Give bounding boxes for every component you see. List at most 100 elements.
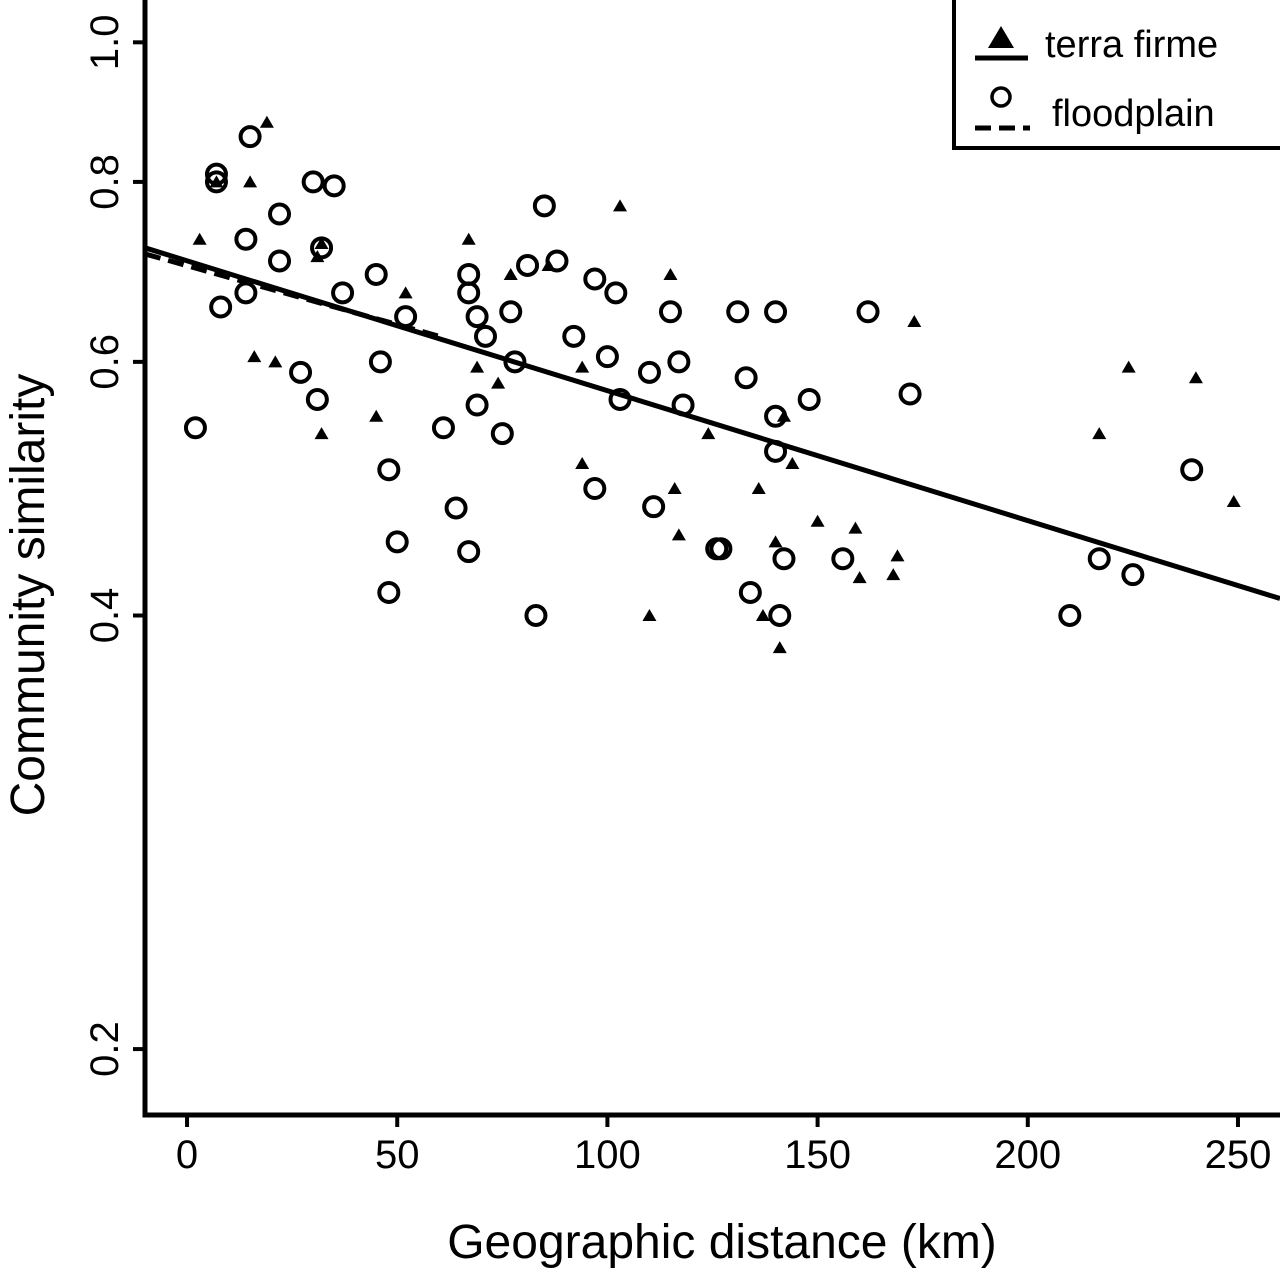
- point-floodplain: [457, 540, 481, 564]
- point-floodplain: [431, 416, 455, 440]
- point-floodplain: [331, 281, 355, 305]
- point-terra-firme: [852, 571, 867, 584]
- point-floodplain: [238, 125, 262, 149]
- x-tick-label: 100: [574, 1133, 641, 1177]
- point-terra-firme: [751, 482, 766, 495]
- point-floodplain: [364, 262, 388, 286]
- x-tick-label: 250: [1205, 1133, 1272, 1177]
- point-floodplain: [642, 495, 666, 519]
- plot-frame: [142, 0, 1280, 1118]
- point-terra-firme: [243, 175, 258, 188]
- point-floodplain: [310, 236, 334, 260]
- x-tick-label: 200: [994, 1133, 1061, 1177]
- point-terra-firme: [671, 528, 686, 541]
- point-floodplain: [667, 350, 691, 374]
- point-terra-firme: [785, 457, 800, 470]
- point-floodplain: [671, 393, 695, 417]
- point-terra-firme: [575, 457, 590, 470]
- point-terra-firme: [810, 514, 825, 527]
- point-terra-firme: [667, 482, 682, 495]
- point-floodplain: [204, 162, 228, 186]
- point-floodplain: [856, 300, 880, 324]
- fit-line-floodplain: [144, 251, 440, 339]
- point-floodplain: [583, 477, 607, 501]
- point-terra-firme: [701, 427, 716, 440]
- point-terra-firme: [314, 427, 329, 440]
- point-floodplain: [545, 249, 569, 273]
- point-floodplain: [797, 387, 821, 411]
- point-floodplain: [764, 300, 788, 324]
- point-floodplain: [637, 360, 661, 384]
- point-terra-firme: [398, 286, 413, 299]
- point-floodplain: [831, 547, 855, 571]
- legend: terra firme floodplain: [952, 0, 1280, 150]
- point-floodplain: [1058, 604, 1082, 628]
- point-floodplain: [385, 530, 409, 554]
- point-floodplain: [268, 202, 292, 226]
- x-tick-label: 150: [784, 1133, 851, 1177]
- point-floodplain: [1180, 458, 1204, 482]
- point-floodplain: [305, 387, 329, 411]
- point-terra-firme: [192, 232, 207, 245]
- point-floodplain: [301, 170, 325, 194]
- point-floodplain: [474, 324, 497, 348]
- point-floodplain: [738, 580, 762, 604]
- point-terra-firme: [575, 360, 590, 373]
- point-terra-firme: [247, 350, 262, 363]
- point-terra-firme: [613, 199, 628, 212]
- point-terra-firme: [1188, 371, 1203, 384]
- point-floodplain: [583, 267, 607, 291]
- point-floodplain: [234, 281, 258, 305]
- point-terra-firme: [1226, 494, 1241, 507]
- point-floodplain: [532, 194, 556, 218]
- point-floodplain: [289, 360, 313, 384]
- y-axis-title: Community similarity: [2, 374, 55, 817]
- y-axis: 0.2 0.4 0.6 0.8 1.0: [83, 15, 145, 1077]
- point-floodplain: [1121, 563, 1145, 587]
- point-floodplain: [608, 387, 632, 411]
- point-floodplain: [322, 174, 346, 198]
- point-floodplain: [209, 295, 233, 319]
- point-floodplain: [457, 281, 481, 305]
- point-floodplain: [368, 350, 392, 374]
- point-floodplain: [268, 249, 292, 273]
- point-terra-firme: [461, 232, 476, 245]
- point-floodplain: [516, 253, 540, 277]
- y-tick-label: 1.0: [83, 15, 127, 71]
- point-floodplain: [234, 227, 258, 251]
- point-floodplain: [465, 305, 489, 329]
- point-terra-firme: [890, 549, 905, 562]
- y-tick-label: 0.2: [83, 1021, 127, 1077]
- point-floodplain: [658, 300, 682, 324]
- point-terra-firme: [1121, 360, 1136, 373]
- point-floodplain: [764, 439, 788, 463]
- point-terra-firme: [907, 314, 922, 327]
- point-floodplain: [768, 604, 792, 628]
- point-terra-firme: [1092, 427, 1107, 440]
- data-points: [183, 115, 1241, 654]
- point-floodplain: [524, 604, 548, 628]
- point-floodplain: [394, 305, 418, 329]
- point-floodplain: [764, 404, 788, 428]
- point-floodplain: [204, 170, 228, 194]
- legend-label-floodplain: floodplain: [1052, 93, 1215, 135]
- point-terra-firme: [848, 521, 863, 534]
- fit-lines: [144, 245, 1280, 601]
- point-floodplain: [898, 382, 922, 406]
- point-floodplain: [709, 537, 733, 561]
- point-floodplain: [734, 366, 758, 390]
- point-floodplain: [772, 547, 796, 571]
- point-terra-firme: [314, 236, 329, 249]
- x-axis-title: Geographic distance (km): [447, 1216, 997, 1269]
- legend-triangle-icon: [988, 26, 1014, 48]
- point-floodplain: [444, 496, 468, 520]
- point-floodplain: [503, 350, 527, 374]
- point-terra-firme: [768, 535, 783, 548]
- legend-box: [952, 0, 1280, 150]
- point-floodplain: [1087, 547, 1111, 571]
- point-floodplain: [562, 324, 586, 348]
- point-floodplain: [604, 281, 628, 305]
- point-terra-firme: [491, 376, 506, 389]
